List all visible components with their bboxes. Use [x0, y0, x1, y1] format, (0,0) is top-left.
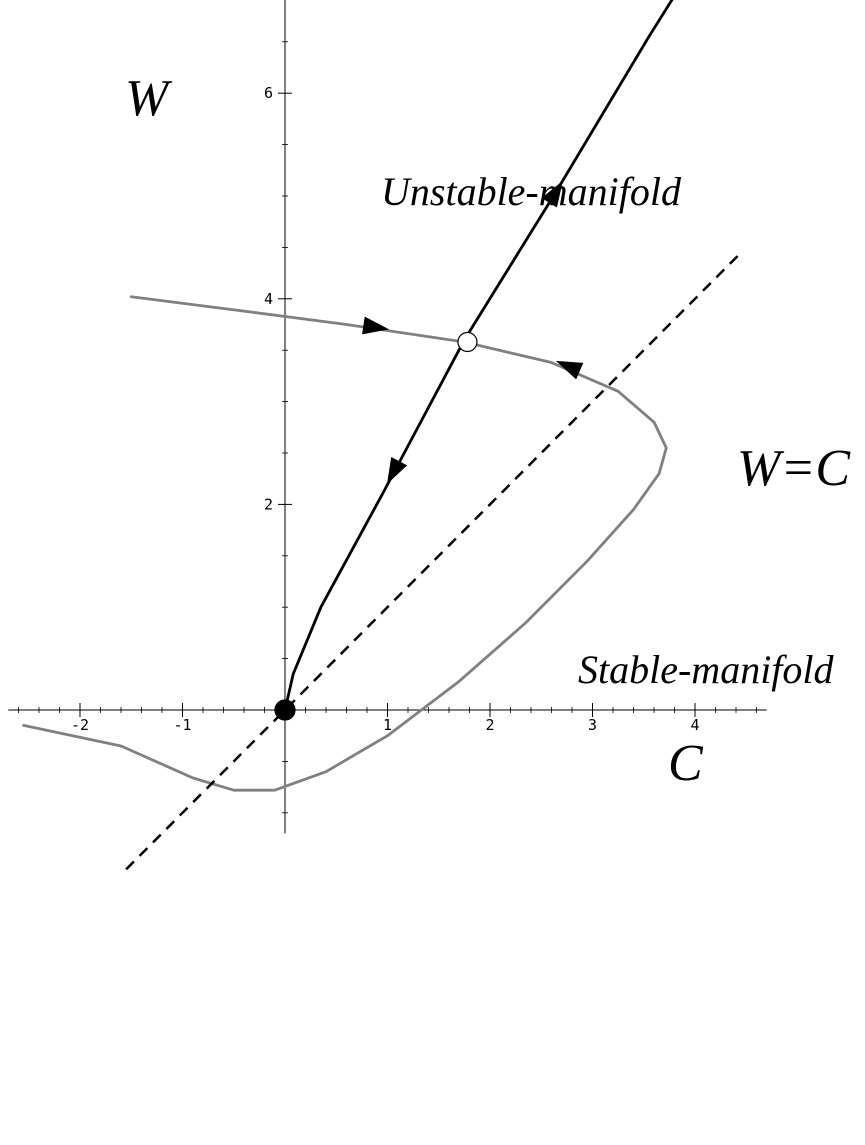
unstable-manifold-label: Unstable-manifold	[381, 169, 682, 214]
y-tick-label: 2	[264, 495, 273, 513]
x-tick-label: -2	[71, 716, 89, 734]
unstable-manifold-line	[283, 0, 674, 712]
w-c-line	[125, 251, 743, 871]
x-tick-label: 2	[485, 716, 494, 734]
x-tick-label: 4	[690, 716, 699, 734]
saddle-fixed-point	[457, 331, 478, 353]
direction-arrow	[386, 456, 408, 485]
stable-manifold-line	[22, 295, 668, 792]
axes: -2-112342468	[8, 0, 767, 834]
y-tick-label: 4	[264, 290, 273, 308]
y-axis-label: W	[125, 70, 173, 127]
x-tick-label: 3	[588, 716, 597, 734]
fixed-points	[274, 331, 478, 721]
stable-manifold-label: Stable-manifold	[578, 647, 835, 692]
direction-arrow	[362, 316, 390, 335]
diagonal-label: W=C	[737, 440, 851, 497]
x-axis-label: C	[668, 735, 704, 792]
origin-fixed-point	[274, 699, 296, 721]
direction-arrow	[541, 180, 563, 208]
labels: W C Unstable-manifold Stable-manifold W=…	[125, 70, 851, 792]
x-tick-label: 1	[383, 716, 392, 734]
direction-arrow	[555, 360, 584, 380]
x-tick-label: -1	[173, 716, 191, 734]
y-tick-label: 6	[264, 84, 273, 102]
series-group	[22, 0, 743, 871]
